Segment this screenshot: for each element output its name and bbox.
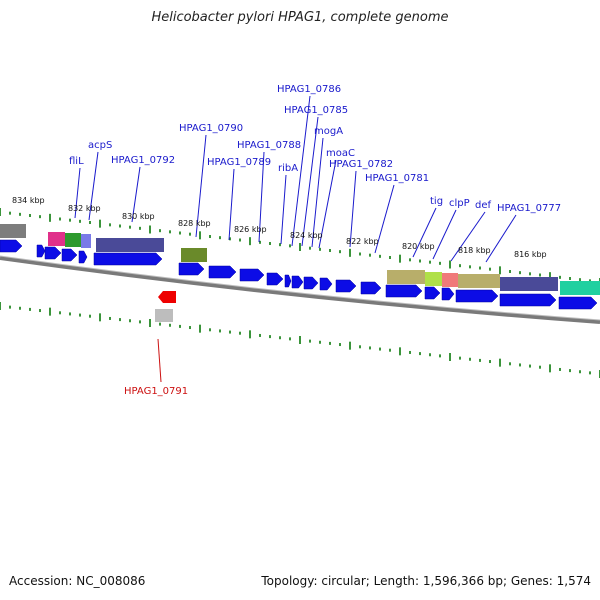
cog-bar — [442, 273, 458, 287]
label-callout-line — [485, 214, 517, 263]
gene-label: ribA — [278, 163, 298, 174]
forward-gene-arrow — [335, 279, 357, 293]
scale-label: 832 kbp — [68, 204, 101, 213]
gene-label: def — [475, 200, 492, 211]
scale-label: 834 kbp — [12, 196, 45, 205]
label-callout-line — [88, 151, 99, 221]
forward-gene-arrow — [303, 276, 319, 290]
gene-label: HPAG1_0786 — [277, 84, 341, 95]
forward-gene-arrow — [266, 272, 284, 286]
label-callout-line — [131, 166, 141, 223]
gene-label: HPAG1_0792 — [111, 155, 175, 166]
label-callout-line — [157, 338, 162, 383]
cog-bar — [155, 309, 173, 322]
inner-tick-ring — [0, 302, 600, 378]
scale-label: 822 kbp — [346, 237, 379, 246]
label-callout-line — [258, 151, 265, 243]
cog-bar — [425, 272, 442, 286]
forward-gene-arrow — [239, 268, 265, 282]
scale-label: 830 kbp — [122, 212, 155, 221]
cog-bar — [96, 238, 164, 252]
gene-track — [0, 239, 598, 322]
cog-bar — [0, 224, 26, 238]
cog-category-track — [0, 224, 600, 295]
outer-tick-ring — [0, 208, 600, 286]
forward-gene-arrow — [499, 293, 557, 307]
label-callout-line — [195, 134, 207, 238]
label-callout-line — [74, 167, 81, 219]
genome-backbone — [0, 256, 600, 324]
reverse-gene-arrow — [158, 291, 176, 303]
gene-label: tig — [430, 196, 443, 207]
forward-gene-arrow — [558, 296, 598, 310]
forward-gene-arrow — [78, 250, 88, 264]
scale-labels: 834 kbp 832 kbp 830 kbp 828 kbp 826 kbp 824 k… — [12, 196, 547, 259]
cog-bar — [387, 270, 425, 284]
gene-label: HPAG1_0782 — [329, 159, 393, 170]
scale-label: 828 kbp — [178, 219, 211, 228]
gene-label: HPAG1_0789 — [207, 157, 271, 168]
page-title: Helicobacter pylori HPAG1, complete geno… — [151, 10, 449, 25]
label-callout-line — [311, 137, 324, 248]
scale-label: 824 kbp — [290, 231, 323, 240]
gene-label: clpP — [449, 198, 470, 209]
gene-label: HPAG1_0777 — [497, 203, 561, 214]
genome-backbone-highlight — [0, 255, 600, 321]
cog-bar — [48, 232, 65, 246]
forward-gene-arrow — [319, 277, 333, 291]
scale-label: 820 kbp — [402, 242, 435, 251]
scale-label: 826 kbp — [234, 225, 267, 234]
cog-bar — [458, 274, 500, 288]
gene-label: acpS — [88, 140, 112, 151]
forward-gene-arrow — [61, 248, 78, 262]
cog-bar — [560, 281, 600, 295]
label-callout-line — [228, 168, 235, 241]
gene-labels: fliL acpS HPAG1_0792 HPAG1_0790 HPAG1_0789 HP… — [69, 84, 561, 397]
cog-bar — [181, 248, 207, 262]
genome-summary-text: Topology: circular; Length: 1,596,366 bp… — [261, 574, 591, 588]
forward-gene-arrow — [291, 275, 304, 289]
forward-gene-arrow — [93, 252, 163, 266]
gene-label: mogA — [314, 126, 343, 137]
label-callout-line — [280, 174, 287, 245]
forward-gene-arrow — [441, 287, 455, 301]
forward-gene-arrow — [44, 246, 62, 260]
forward-gene-arrow — [36, 244, 46, 258]
scale-label: 816 kbp — [514, 250, 547, 259]
forward-gene-arrow — [385, 284, 423, 298]
gene-label: HPAG1_0791 — [124, 386, 188, 397]
gene-label: moaC — [326, 148, 355, 159]
gene-label-callouts — [74, 95, 517, 383]
label-callout-line — [412, 207, 437, 258]
cog-bar — [81, 234, 91, 248]
label-callout-line — [432, 209, 457, 260]
label-callout-line — [318, 159, 337, 249]
forward-gene-arrow — [178, 262, 205, 276]
gene-label: HPAG1_0785 — [284, 105, 348, 116]
cog-bar — [500, 277, 558, 291]
label-callout-line — [301, 116, 319, 247]
label-callout-line — [291, 95, 311, 247]
gene-label: HPAG1_0781 — [365, 173, 429, 184]
forward-gene-arrow — [208, 265, 237, 279]
label-callout-line — [374, 184, 395, 254]
forward-gene-arrow — [284, 274, 292, 288]
forward-gene-arrow — [455, 289, 499, 303]
cog-bar — [65, 233, 81, 247]
label-callout-line — [450, 211, 486, 262]
gene-label: HPAG1_0790 — [179, 123, 243, 134]
scale-label: 818 kbp — [458, 246, 491, 255]
gene-label: HPAG1_0788 — [237, 140, 301, 151]
forward-gene-arrow — [424, 286, 441, 300]
label-callout-line — [349, 170, 357, 248]
gene-label: fliL — [69, 156, 84, 167]
accession-text: Accession: NC_008086 — [9, 574, 146, 588]
forward-gene-arrow — [0, 239, 23, 253]
forward-gene-arrow — [360, 281, 382, 295]
